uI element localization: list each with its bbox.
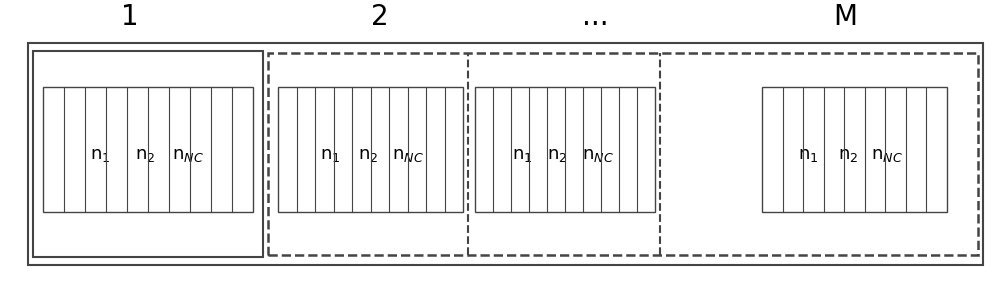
Text: n$_{NC}$: n$_{NC}$ — [172, 146, 204, 164]
Text: n$_1$: n$_1$ — [320, 146, 340, 164]
Text: n$_1$: n$_1$ — [512, 146, 532, 164]
Text: 2: 2 — [371, 3, 389, 31]
Text: n$_{NC}$: n$_{NC}$ — [582, 146, 614, 164]
Text: n$_{NC}$: n$_{NC}$ — [871, 146, 903, 164]
Text: n$_1$: n$_1$ — [90, 146, 110, 164]
Text: ...: ... — [582, 3, 608, 31]
Bar — [268, 53, 978, 255]
Bar — [33, 51, 263, 256]
Text: n$_2$: n$_2$ — [838, 146, 858, 164]
Text: 1: 1 — [121, 3, 139, 31]
Text: n$_2$: n$_2$ — [135, 146, 155, 164]
Text: M: M — [833, 3, 857, 31]
Bar — [278, 87, 463, 212]
Bar — [43, 87, 253, 212]
Bar — [475, 87, 655, 212]
Text: n$_2$: n$_2$ — [358, 146, 378, 164]
Text: n$_2$: n$_2$ — [547, 146, 567, 164]
Text: n$_1$: n$_1$ — [798, 146, 818, 164]
Text: n$_{NC}$: n$_{NC}$ — [392, 146, 424, 164]
Bar — [28, 43, 983, 265]
Bar — [762, 87, 947, 212]
